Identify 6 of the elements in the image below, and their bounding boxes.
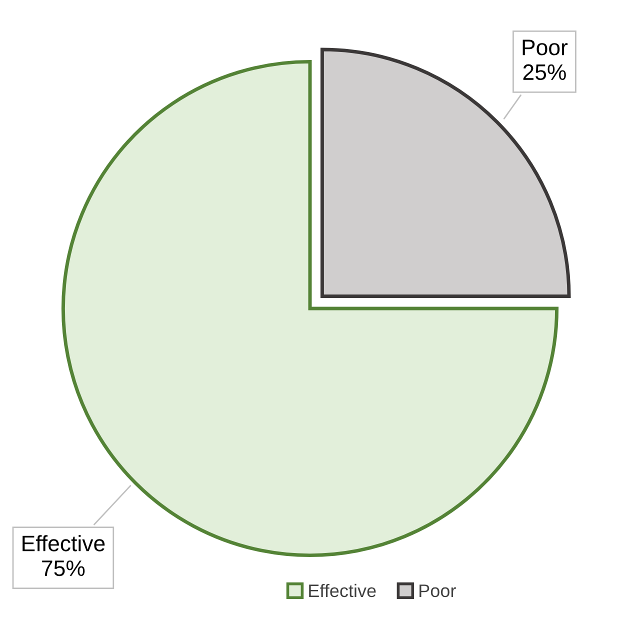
legend-label: Poor [420,584,456,598]
slice-label: Poor [522,40,568,56]
slice-label: Effective [22,535,105,552]
data-label: 25% [523,64,566,80]
legend-label: Effective [309,584,376,598]
data-label: 75% [42,560,85,576]
